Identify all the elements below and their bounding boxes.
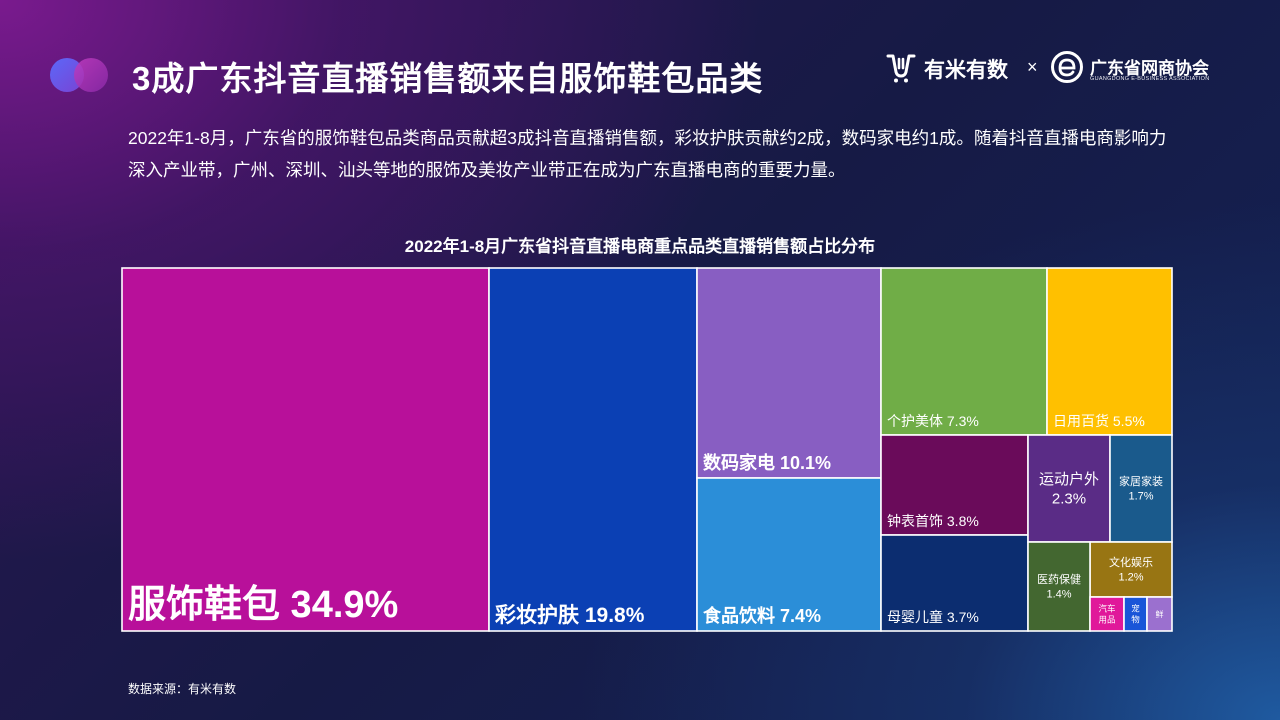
- times-symbol: ×: [1027, 57, 1038, 77]
- treemap-label: 个护美体 7.3%: [887, 413, 979, 429]
- treemap-label: 鲜: [1156, 609, 1164, 619]
- treemap-cell-13: 宠物: [1123, 596, 1148, 632]
- treemap-rect: [1089, 541, 1173, 598]
- treemap-cell-8: 运动户外 2.3%: [1027, 434, 1111, 543]
- association-logo-subtext: GUANGDONG E-BUSINESS ASSOCIATION: [1090, 76, 1210, 82]
- title-decoration: [50, 58, 110, 92]
- treemap-cell-4: 个护美体 7.3%: [880, 267, 1048, 436]
- treemap-cell-3: 食品饮料 7.4%: [696, 477, 882, 632]
- association-logo-icon: [1051, 51, 1083, 83]
- treemap-cell-9: 家居家装 1.7%: [1109, 434, 1173, 543]
- treemap-rect: [121, 267, 490, 632]
- treemap-label: 日用百货 5.5%: [1053, 413, 1145, 429]
- treemap-label: 食品饮料 7.4%: [702, 605, 821, 626]
- treemap-cell-5: 日用百货 5.5%: [1046, 267, 1173, 436]
- treemap-rect: [696, 477, 882, 632]
- treemap-label: 文化娱乐 1.2%: [1109, 555, 1153, 583]
- treemap-label: 数码家电 10.1%: [703, 452, 831, 473]
- treemap-cell-0: 服饰鞋包 34.9%: [121, 267, 490, 632]
- treemap-cell-10: 文化娱乐 1.2%: [1089, 541, 1173, 598]
- treemap-cell-2: 数码家电 10.1%: [696, 267, 882, 479]
- association-logo-text: 广东省网商协会: [1090, 59, 1209, 78]
- decor-dot-purple: [74, 58, 108, 92]
- treemap-cell-1: 彩妆护肤 19.8%: [488, 267, 698, 632]
- treemap-rect: [1146, 596, 1173, 632]
- treemap-cell-12: 汽车用品: [1089, 596, 1125, 632]
- treemap-rect: [880, 267, 1048, 436]
- treemap-label: 彩妆护肤 19.8%: [494, 603, 645, 627]
- treemap-label: 母婴儿童 3.7%: [887, 609, 979, 625]
- treemap-cell-7: 母婴儿童 3.7%: [880, 534, 1029, 632]
- treemap-cell-6: 钟表首饰 3.8%: [880, 434, 1029, 536]
- treemap-label: 运动户外 2.3%: [1039, 471, 1099, 508]
- chart-title: 2022年1-8月广东省抖音直播电商重点品类直播销售额占比分布: [404, 237, 876, 256]
- treemap-rect: [488, 267, 698, 632]
- treemap-label: 服饰鞋包 34.9%: [128, 584, 398, 626]
- treemap-rect: [696, 267, 882, 479]
- description-text: 2022年1-8月，广东省的服饰鞋包品类商品贡献超3成抖音直播销售额，彩妆护肤贡…: [128, 128, 1167, 180]
- youmi-logo-text: 有米有数: [924, 59, 1008, 82]
- treemap-label: 钟表首饰 3.8%: [887, 513, 979, 529]
- treemap-label: 汽车用品: [1098, 603, 1115, 624]
- treemap-rect: [1046, 267, 1173, 436]
- treemap-rect: [880, 434, 1029, 536]
- treemap-label: 家居家装 1.7%: [1119, 474, 1163, 502]
- treemap-cell-14: 鲜: [1146, 596, 1173, 632]
- treemap-rect: [1109, 434, 1173, 543]
- partner-logos: 有米有数 × 广东省网商协会 GUANGDONG E-BUSINESS ASSO…: [884, 48, 1224, 88]
- treemap-rect: [1027, 434, 1111, 543]
- treemap-cell-11: 医药保健 1.4%: [1027, 541, 1091, 632]
- page-title: 3成广东抖音直播销售额来自服饰鞋包品类: [132, 60, 764, 97]
- treemap-rect: [1027, 541, 1091, 632]
- data-source: 数据来源：有米有数: [128, 682, 237, 696]
- youmi-logo-icon: [886, 54, 916, 83]
- treemap-label: 医药保健 1.4%: [1037, 572, 1081, 600]
- treemap-label: 宠物: [1131, 603, 1140, 624]
